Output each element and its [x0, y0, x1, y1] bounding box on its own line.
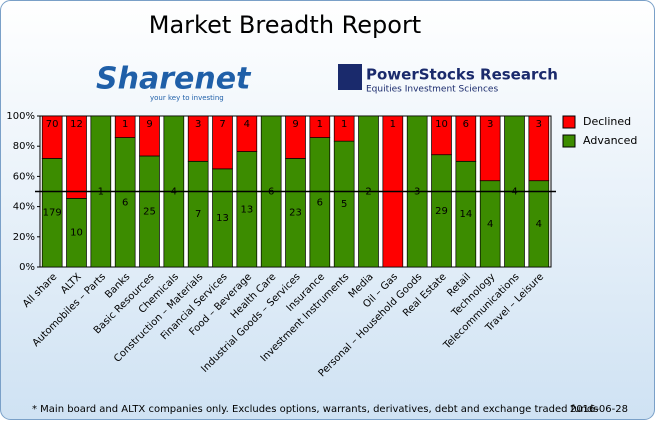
- data-label: 3: [536, 119, 542, 130]
- data-label: 4: [244, 119, 250, 130]
- bar-segment: [139, 115, 160, 157]
- data-label: 7: [195, 209, 201, 220]
- logo: PowerStocks Research: [366, 66, 558, 84]
- y-tick-label: 60%: [13, 171, 35, 182]
- data-label: 4: [487, 219, 493, 230]
- data-label: 6: [317, 197, 323, 208]
- bar-segment: [187, 115, 209, 162]
- logo: Sharenet: [96, 62, 252, 97]
- data-label: 3: [195, 119, 201, 130]
- bar-segment: [431, 115, 452, 156]
- data-label: 1: [122, 119, 128, 130]
- y-tick-label: 100%: [6, 111, 35, 122]
- data-label: 13: [216, 213, 229, 224]
- bar-segment: [212, 115, 233, 170]
- data-label: 14: [459, 209, 472, 220]
- data-label: 1: [341, 119, 347, 130]
- data-label: 13: [240, 204, 253, 215]
- bar-segment: [285, 115, 306, 159]
- data-label: 4: [536, 219, 542, 230]
- legend-label: Declined: [583, 115, 631, 128]
- data-label: 70: [46, 119, 59, 130]
- bar-segment: [66, 115, 87, 199]
- data-label: 6: [463, 119, 469, 130]
- data-label: 5: [341, 199, 347, 210]
- data-label: 9: [292, 119, 298, 130]
- data-label: 29: [435, 206, 448, 217]
- data-label: 7: [219, 119, 225, 130]
- data-label: 1: [317, 119, 323, 130]
- data-label: 25: [143, 206, 156, 217]
- bar-segment: [455, 115, 477, 162]
- data-label: 3: [487, 119, 493, 130]
- legend-swatch: [562, 115, 576, 129]
- footnote: * Main board and ALTX companies only. Ex…: [32, 404, 598, 415]
- bar-segment: [479, 115, 501, 182]
- legend-swatch: [562, 134, 576, 148]
- data-label: 10: [70, 228, 83, 239]
- bar-segment: [309, 115, 331, 138]
- bar-segment: [236, 115, 258, 152]
- data-label: 23: [289, 208, 302, 219]
- y-tick-label: 20%: [13, 232, 35, 243]
- data-label: 1: [390, 119, 396, 130]
- data-label: 12: [70, 119, 83, 130]
- logo-icon: [338, 64, 362, 90]
- y-tick-label: 0%: [19, 262, 35, 273]
- bar-segment: [528, 115, 550, 182]
- data-label: 6: [122, 197, 128, 208]
- bar-segment: [41, 115, 63, 159]
- logo-tagline: your key to investing: [150, 94, 224, 102]
- data-label: 9: [146, 119, 152, 130]
- bar-segment: [333, 115, 355, 142]
- date: 2016-06-28: [570, 404, 628, 415]
- chart-title: Market Breadth Report: [149, 11, 421, 39]
- legend-label: Advanced: [583, 134, 637, 147]
- data-label: 179: [43, 208, 62, 219]
- bar-segment: [114, 115, 136, 138]
- y-tick-label: 40%: [13, 202, 35, 213]
- y-tick-label: 80%: [13, 141, 35, 152]
- logo-tagline: Equities Investment Sciences: [366, 85, 498, 95]
- data-label: 10: [435, 119, 448, 130]
